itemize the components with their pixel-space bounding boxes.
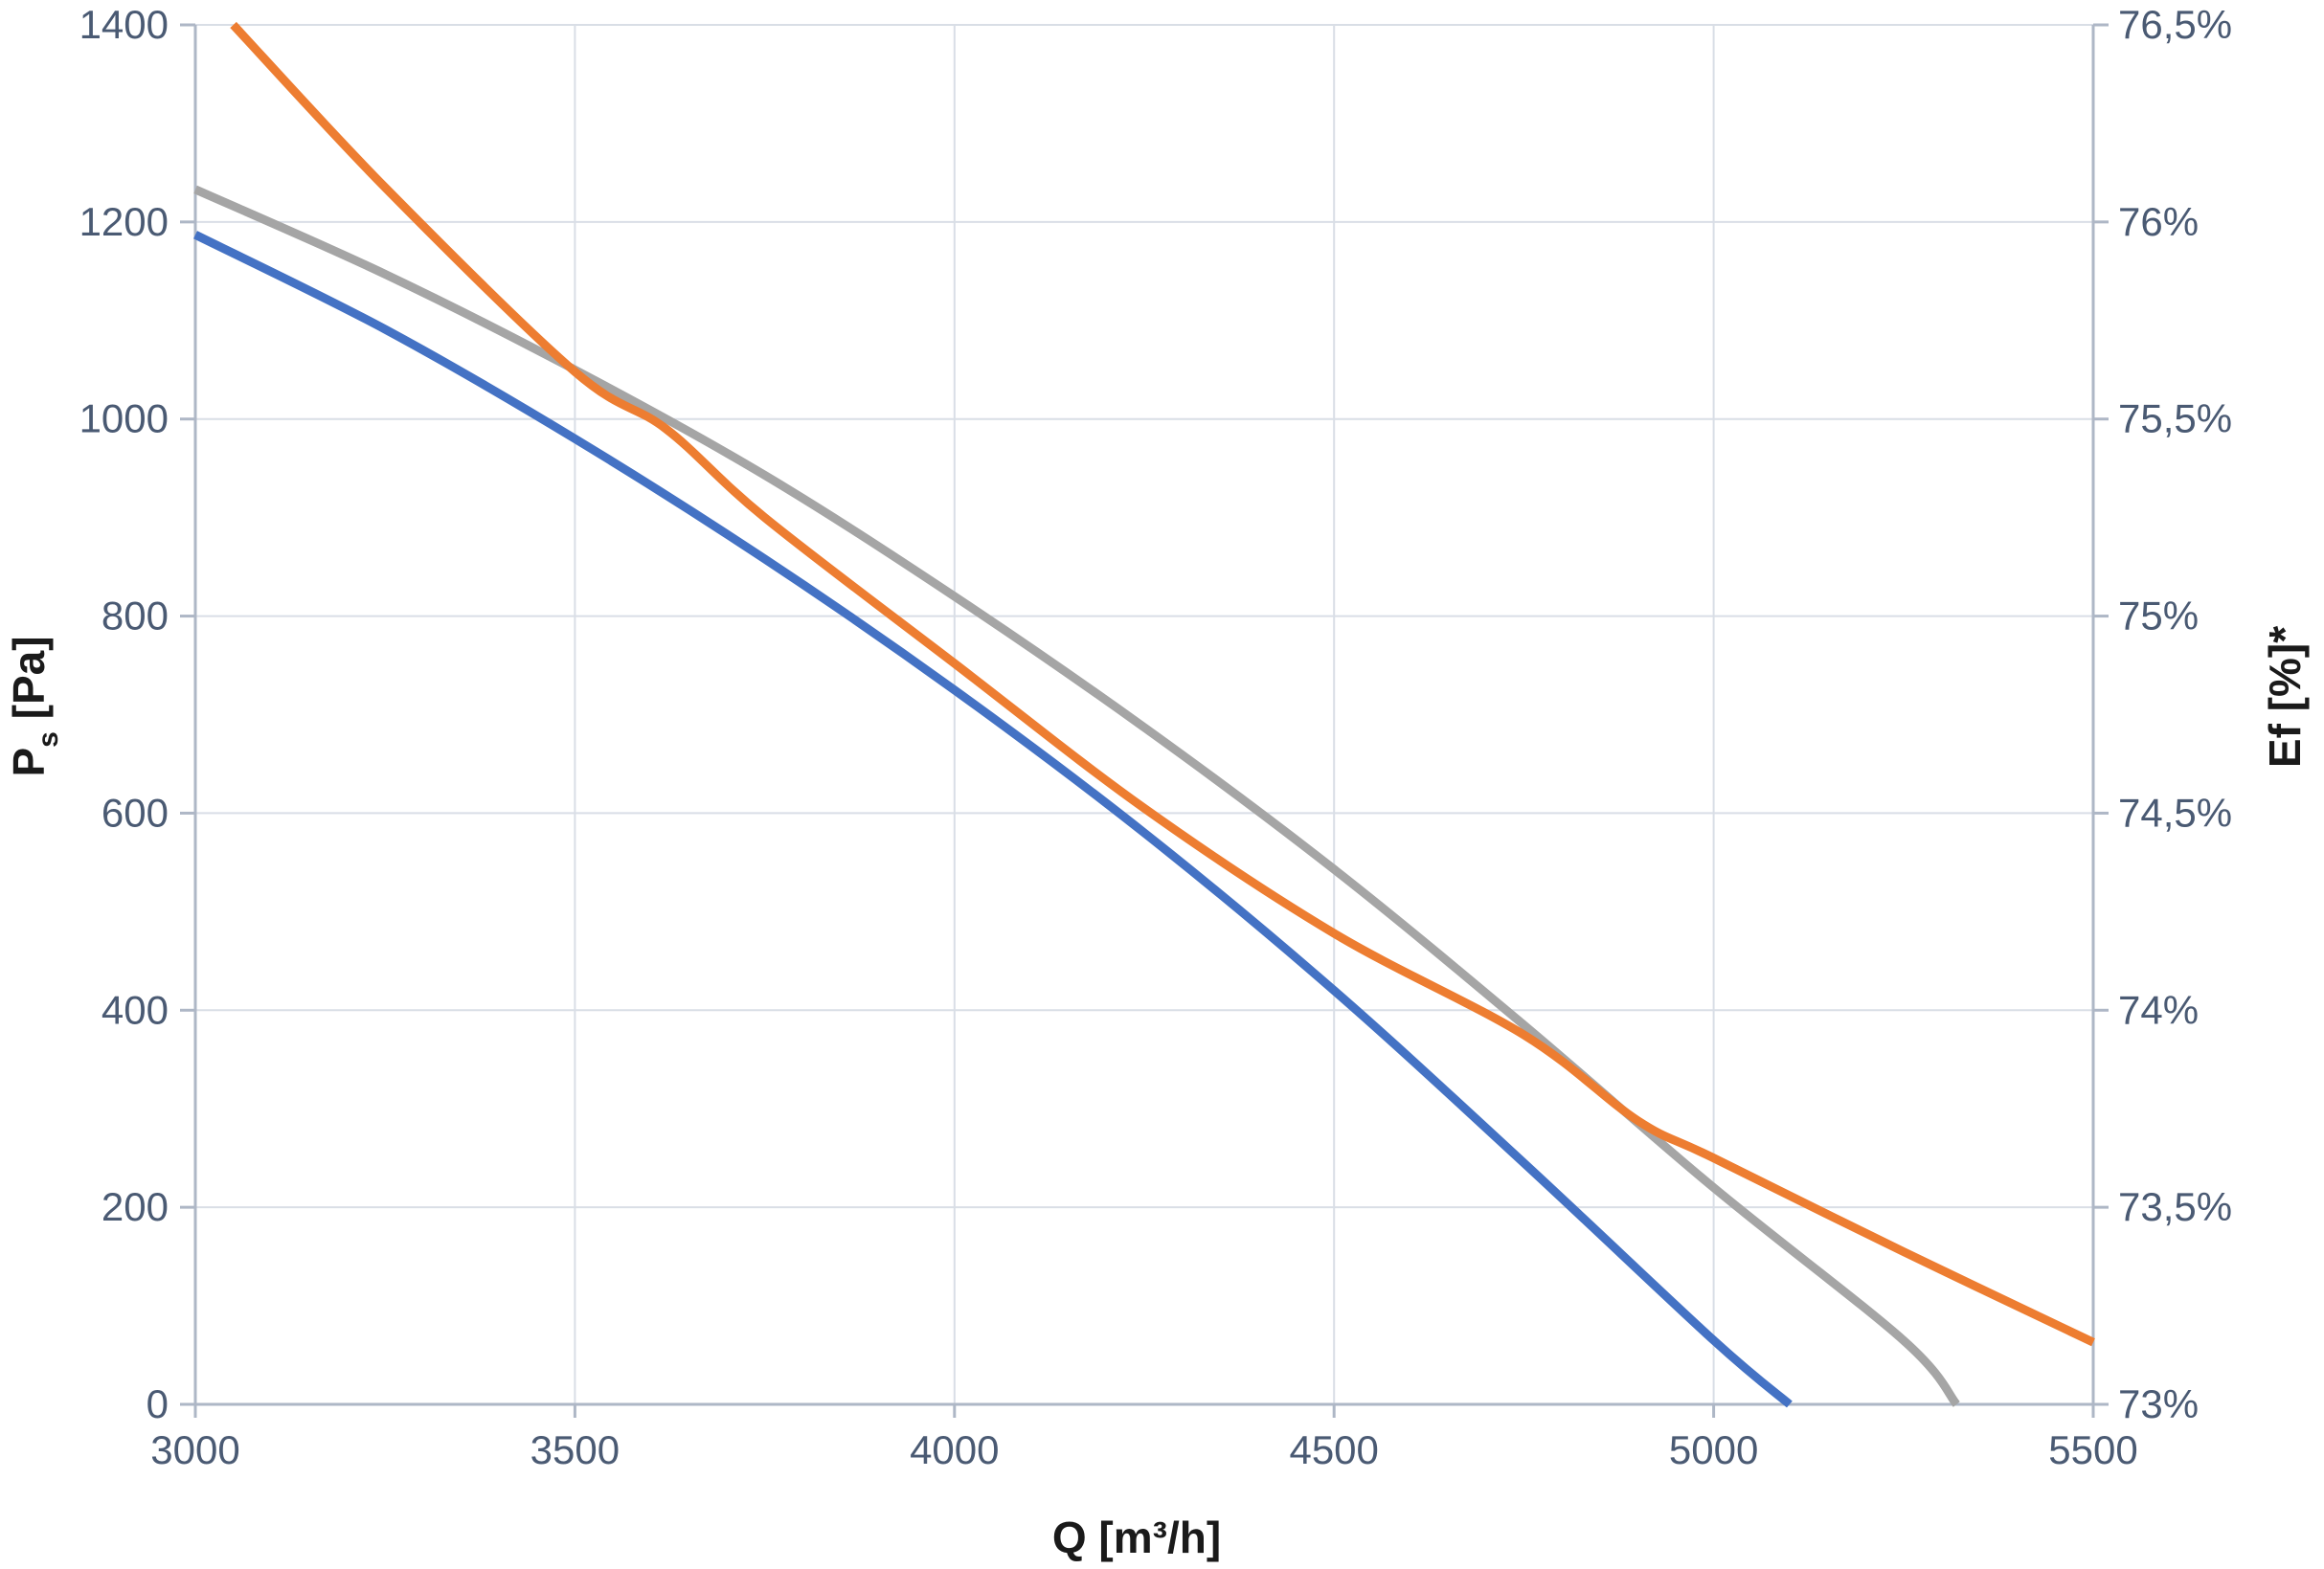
series-line-1 [192, 231, 1793, 1408]
y2-tick-label: 75% [2118, 594, 2199, 639]
axes [180, 23, 2109, 1418]
x-tick-label: 3500 [530, 1427, 620, 1472]
y2-tick-label: 73,5% [2118, 1184, 2232, 1229]
y-tick-label: 400 [102, 987, 169, 1032]
x-tick-label: 4500 [1289, 1427, 1378, 1472]
y-axis-title-main: P [4, 748, 54, 777]
y-tick-label: 1200 [79, 199, 169, 244]
y-tick-label: 1400 [79, 2, 169, 47]
y-tick-label: 0 [147, 1381, 169, 1426]
x-tick-label: 5000 [1669, 1427, 1758, 1472]
y-axis-title-rest: [Pa] [4, 636, 54, 731]
series-line-2 [193, 185, 1960, 1407]
grid [194, 24, 2094, 1405]
y-tick-label: 800 [102, 594, 169, 639]
y-tick-label: 600 [102, 790, 169, 835]
tick-labels: 0 200 400 600 800 1000 1200 1400 73% 73,5% 74% 74,5… [79, 2, 2233, 1472]
y2-tick-label: 74,5% [2118, 790, 2232, 835]
y-axis-title-sub: s [33, 731, 64, 748]
x-tick-label: 5500 [2048, 1427, 2137, 1472]
y2-axis-title: Ef [%]* [2260, 626, 2310, 768]
y2-tick-label: 76,5% [2118, 2, 2232, 47]
y2-tick-label: 73% [2118, 1381, 2199, 1426]
x-tick-label: 3000 [150, 1427, 239, 1472]
x-tick-label: 4000 [910, 1427, 999, 1472]
y2-tick-label: 74% [2118, 987, 2199, 1032]
y2-tick-label: 76% [2118, 199, 2199, 244]
series-layer [192, 21, 2095, 1408]
series-line-3 [230, 21, 2095, 1347]
x-axis-title: Q [m³/h] [1052, 1513, 1221, 1562]
y-axis-title: Ps [Pa] [4, 636, 64, 776]
y2-tick-label: 75,5% [2118, 396, 2232, 441]
y-tick-label: 200 [102, 1184, 169, 1229]
y-tick-label: 1000 [79, 396, 169, 441]
